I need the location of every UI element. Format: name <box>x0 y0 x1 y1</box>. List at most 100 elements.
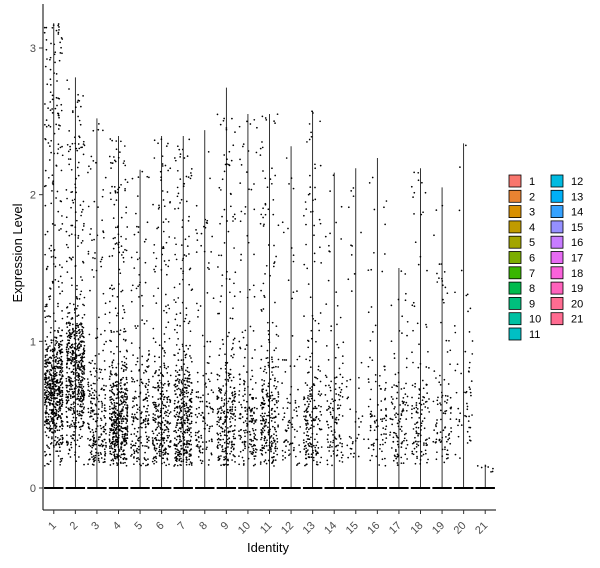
data-point <box>262 308 265 310</box>
data-point <box>468 366 471 369</box>
data-point <box>165 414 167 417</box>
data-point <box>81 330 84 333</box>
data-point <box>265 424 267 427</box>
data-point <box>447 453 449 456</box>
data-point <box>66 326 69 328</box>
data-point <box>48 298 51 301</box>
data-point <box>114 455 116 458</box>
data-point <box>222 438 225 441</box>
data-point <box>117 396 120 398</box>
data-point <box>283 412 286 415</box>
data-point <box>164 453 166 456</box>
data-point <box>116 453 118 456</box>
data-point <box>317 365 320 368</box>
data-point <box>83 372 85 375</box>
data-point <box>414 462 417 465</box>
data-point <box>165 326 167 329</box>
data-point <box>453 325 456 327</box>
data-point <box>165 425 168 428</box>
violin-group-9 <box>216 87 237 489</box>
data-point <box>425 452 427 455</box>
data-point <box>455 418 458 421</box>
data-point <box>159 426 162 429</box>
data-point <box>376 438 379 441</box>
data-point <box>242 460 245 462</box>
data-point <box>232 443 234 446</box>
data-point <box>338 413 341 416</box>
data-point <box>226 411 229 414</box>
data-point <box>80 242 83 244</box>
data-point <box>188 268 191 271</box>
data-point <box>318 390 321 393</box>
data-point <box>302 439 305 441</box>
data-point <box>67 158 70 160</box>
data-point <box>136 357 139 359</box>
data-point <box>117 463 120 465</box>
data-point <box>457 435 460 438</box>
data-point <box>94 382 96 385</box>
data-point <box>247 430 249 433</box>
data-point <box>83 344 86 347</box>
data-point <box>68 163 71 166</box>
data-point <box>44 233 47 236</box>
data-point <box>109 429 112 431</box>
data-point <box>105 441 107 444</box>
data-point <box>61 310 63 312</box>
data-point <box>72 330 75 333</box>
data-point <box>80 425 82 428</box>
data-point <box>449 349 452 352</box>
data-point <box>75 385 78 387</box>
data-point <box>312 459 315 462</box>
data-point <box>167 365 170 368</box>
data-point <box>233 337 236 340</box>
data-point <box>125 363 128 366</box>
data-point <box>65 440 68 443</box>
data-point <box>103 343 106 346</box>
data-point <box>58 381 61 384</box>
data-point <box>372 443 374 446</box>
data-point <box>57 331 60 334</box>
data-point <box>72 380 74 383</box>
data-point <box>277 424 279 427</box>
data-point <box>162 407 165 410</box>
data-point <box>138 347 141 349</box>
violin-group-17 <box>389 268 409 489</box>
data-point <box>223 394 226 396</box>
data-point <box>44 383 46 386</box>
data-point <box>108 155 111 158</box>
data-point <box>167 430 170 433</box>
data-point <box>135 212 137 215</box>
data-point <box>184 377 187 380</box>
data-point <box>125 422 128 424</box>
data-point <box>304 382 307 384</box>
data-point <box>157 404 160 407</box>
data-point <box>120 427 123 429</box>
data-point <box>104 424 107 426</box>
data-point <box>311 449 314 452</box>
data-point <box>313 399 316 402</box>
data-point <box>182 345 184 348</box>
data-point <box>274 450 277 452</box>
data-point <box>74 211 77 213</box>
data-point <box>384 253 386 255</box>
data-point <box>405 439 408 442</box>
data-point <box>221 450 224 453</box>
data-point <box>55 381 58 384</box>
data-point <box>186 421 189 424</box>
data-point <box>253 411 255 414</box>
x-tick-label: 8 <box>197 520 210 533</box>
data-point <box>50 394 53 397</box>
data-point <box>240 403 242 406</box>
data-point <box>94 362 96 365</box>
data-point <box>456 363 459 366</box>
data-point <box>265 389 268 392</box>
data-point <box>188 428 191 431</box>
data-point <box>291 442 294 445</box>
data-point <box>46 315 48 318</box>
data-point <box>234 415 237 418</box>
data-point <box>77 115 79 118</box>
data-point <box>181 402 183 405</box>
data-point <box>81 239 84 242</box>
data-point <box>58 29 60 31</box>
data-point <box>371 415 373 417</box>
